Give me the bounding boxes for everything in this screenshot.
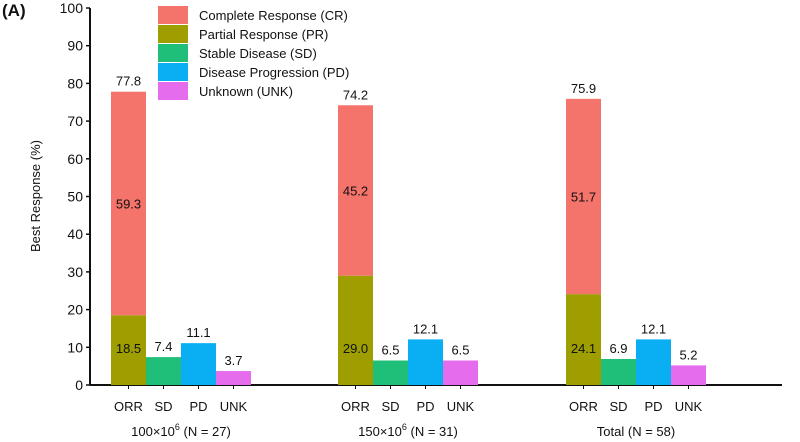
x-tick-label: ORR [114, 399, 143, 414]
legend-swatch-pd [158, 63, 188, 81]
label-unk: 5.2 [679, 347, 697, 362]
group-label: Total (N = 58) [597, 424, 675, 439]
label-pd: 12.1 [641, 321, 666, 336]
x-tick-label: UNK [447, 399, 475, 414]
y-tick-label: 60 [67, 151, 83, 167]
x-tick-label: PD [189, 399, 207, 414]
group-label: 150×106 (N = 31) [358, 422, 458, 439]
x-tick-label: PD [416, 399, 434, 414]
y-tick-label: 90 [67, 38, 83, 54]
bar-sd [601, 358, 636, 385]
legend-label-cr: Complete Response (CR) [199, 8, 348, 23]
label-sd: 6.9 [609, 341, 627, 356]
legend: Complete Response (CR) Partial Response (… [158, 6, 349, 100]
bar-unk [671, 365, 706, 385]
label-orr: 77.8 [116, 74, 141, 89]
x-tick-label: UNK [220, 399, 248, 414]
legend-label-unk: Unknown (UNK) [199, 84, 293, 99]
bar-unk [216, 371, 251, 385]
legend-swatch-sd [158, 44, 188, 62]
label-pd: 11.1 [186, 325, 210, 340]
y-tick-label: 40 [67, 226, 83, 242]
x-tick-label: UNK [675, 399, 703, 414]
y-tick-label: 50 [67, 189, 83, 205]
y-tick-label: 100 [60, 0, 84, 16]
label-unk: 6.5 [451, 342, 469, 357]
bar-orr-cr [566, 98, 601, 295]
x-tick-label: PD [644, 399, 662, 414]
legend-label-pd: Disease Progression (PD) [199, 65, 349, 80]
y-tick-label: 70 [67, 113, 83, 129]
x-tick-label: ORR [569, 399, 598, 414]
label-sd: 6.5 [381, 342, 399, 357]
y-axis-label: Best Response (%) [28, 140, 43, 252]
label-pd: 12.1 [413, 321, 438, 336]
label-cr: 45.2 [343, 183, 368, 198]
legend-label-pr: Partial Response (PR) [199, 27, 328, 42]
x-tick-label: ORR [341, 399, 370, 414]
label-orr: 75.9 [571, 81, 596, 96]
label-sd: 7.4 [154, 339, 172, 354]
label-cr: 59.3 [116, 196, 141, 211]
bar-orr-cr [111, 91, 146, 316]
y-tick-label: 10 [67, 339, 83, 355]
x-tick-label: SD [609, 399, 627, 414]
label-pr: 18.5 [116, 341, 141, 356]
label-unk: 3.7 [224, 353, 242, 368]
legend-swatch-cr [158, 6, 188, 24]
bar-pd [181, 343, 216, 385]
label-cr: 51.7 [571, 190, 596, 205]
bar-sd [146, 357, 181, 385]
label-orr: 74.2 [343, 87, 368, 102]
x-tick-label: SD [381, 399, 399, 414]
label-pr: 29.0 [343, 341, 368, 356]
y-tick-label: 30 [67, 264, 83, 280]
legend-label-sd: Stable Disease (SD) [199, 46, 317, 61]
bar-orr-pr [338, 275, 373, 385]
y-tick-label: 20 [67, 302, 83, 318]
bar-unk [443, 360, 478, 385]
y-tick-label: 80 [67, 75, 83, 91]
legend-swatch-unk [158, 82, 188, 100]
bar-orr-pr [111, 315, 146, 385]
bar-sd [373, 360, 408, 385]
bar-pd [408, 339, 443, 385]
bar-pd [636, 339, 671, 385]
x-tick-label: SD [154, 399, 172, 414]
bar-orr-pr [566, 294, 601, 385]
group-label: 100×106 (N = 27) [131, 422, 231, 439]
legend-swatch-pr [158, 25, 188, 43]
label-pr: 24.1 [571, 341, 596, 356]
panel-label: (A) [2, 1, 26, 20]
bar-orr-cr [338, 105, 373, 276]
y-tick-label: 0 [75, 377, 83, 393]
